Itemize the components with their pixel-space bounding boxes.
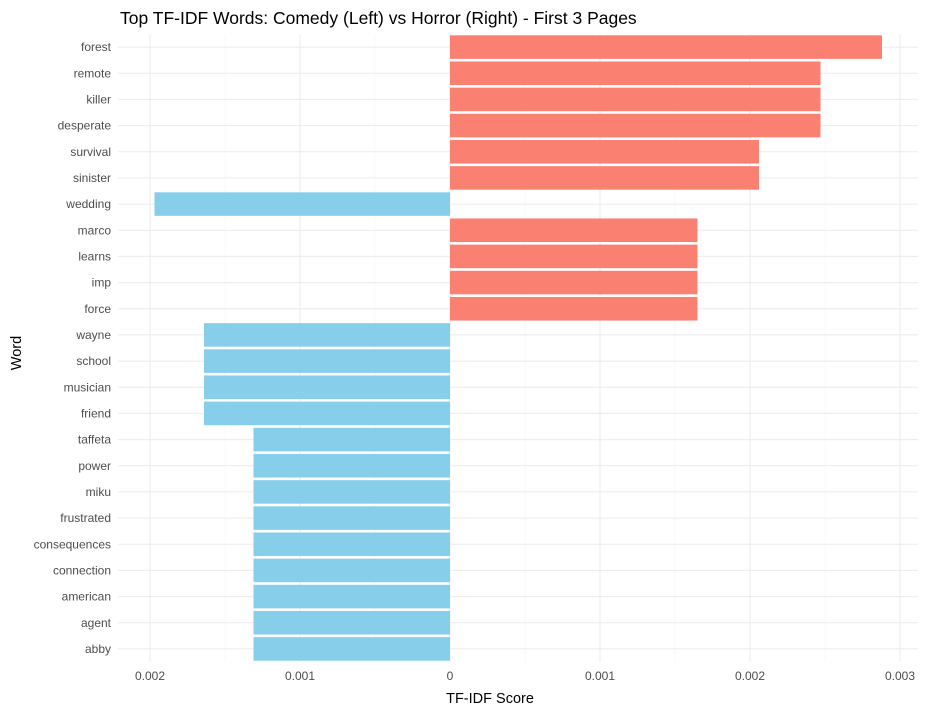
y-tick-label: miku — [86, 485, 111, 499]
x-tick-label: 0.001 — [285, 669, 315, 683]
y-tick-label: marco — [78, 223, 112, 237]
bar-friend — [204, 401, 450, 426]
y-tick-labels: forest remote killer desperate survival sinis… — [34, 40, 112, 656]
bar-wedding — [154, 192, 450, 216]
y-tick-label: school — [76, 354, 111, 368]
bar-survival — [450, 139, 759, 164]
y-axis-title: Word — [9, 336, 25, 370]
bar-miku — [253, 480, 450, 504]
y-tick-label: remote — [74, 66, 112, 80]
bar-taffeta — [253, 427, 450, 452]
x-tick-label: 0 — [447, 669, 454, 683]
y-tick-label: forest — [81, 40, 112, 54]
x-tick-label: 0.003 — [885, 669, 915, 683]
x-tick-label: 0.002 — [135, 669, 165, 683]
y-tick-label: wedding — [65, 197, 111, 211]
y-tick-label: american — [62, 590, 111, 604]
bar-desperate — [450, 113, 821, 138]
bar-american — [253, 584, 450, 609]
bar-remote — [450, 61, 821, 86]
y-tick-label: survival — [70, 145, 111, 159]
bar-connection — [253, 558, 450, 583]
y-tick-label: abby — [85, 642, 111, 656]
bar-forest — [450, 35, 882, 59]
bar-marco — [450, 218, 698, 243]
y-tick-label: power — [78, 459, 111, 473]
y-tick-label: connection — [53, 563, 111, 577]
x-axis-title: TF-IDF Score — [446, 691, 534, 707]
bar-imp — [450, 270, 698, 295]
bar-abby — [253, 637, 450, 661]
chart-title: Top TF-IDF Words: Comedy (Left) vs Horro… — [120, 8, 637, 28]
bar-killer — [450, 87, 821, 112]
x-tick-label: 0.001 — [585, 669, 615, 683]
x-tick-label: 0.002 — [735, 669, 765, 683]
bar-wayne — [204, 323, 450, 347]
bar-musician — [204, 375, 450, 400]
y-tick-label: consequences — [34, 537, 111, 551]
y-tick-label: imp — [92, 276, 112, 290]
y-tick-label: killer — [86, 92, 111, 106]
y-tick-label: frustrated — [60, 511, 111, 525]
y-tick-label: agent — [81, 616, 112, 630]
y-tick-label: desperate — [58, 119, 112, 133]
bar-consequences — [253, 532, 450, 557]
bar-sinister — [450, 166, 759, 190]
bar-frustrated — [253, 506, 450, 530]
bar-school — [204, 349, 450, 373]
y-tick-label: wayne — [75, 328, 111, 342]
bar-power — [253, 453, 450, 478]
y-tick-label: friend — [81, 406, 111, 420]
bar-learns — [450, 244, 698, 269]
bar-agent — [253, 610, 450, 635]
bar-force — [450, 296, 698, 321]
y-tick-label: learns — [78, 249, 111, 263]
bars-layer — [154, 35, 882, 661]
y-tick-label: sinister — [73, 171, 111, 185]
y-tick-label: taffeta — [78, 433, 111, 447]
y-tick-label: force — [84, 302, 111, 316]
y-tick-label: musician — [64, 380, 111, 394]
x-tick-labels: 0.002 0.001 0 0.001 0.002 0.003 — [135, 669, 915, 683]
